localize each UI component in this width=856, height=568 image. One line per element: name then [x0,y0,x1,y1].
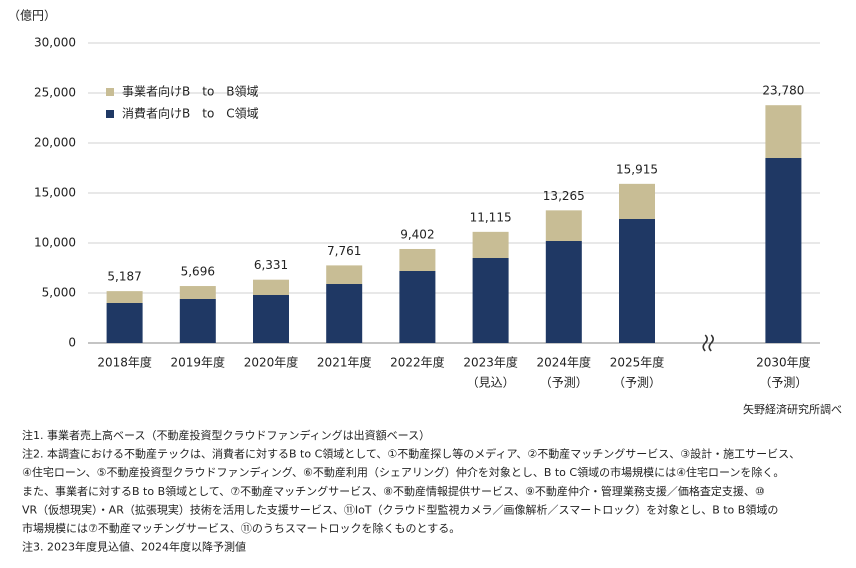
x-tick-note: （予測） [613,376,661,390]
bar-segment [106,303,143,343]
bar-segment [326,265,363,284]
note: また、事業者に対するB to B領域として、⑦不動産マッチングサービス、⑧不動産… [22,484,765,498]
y-tick-label: 20,000 [34,136,76,150]
total-label: 13,265 [543,189,585,203]
legend-swatch [106,110,114,118]
total-label: 9,402 [400,227,434,241]
note: ④住宅ローン、⑤不動産投資型クラウドファンディング、⑥不動産利用（シェアリング）… [22,465,784,479]
bar-segment [545,210,582,241]
note: VR（仮想現実）・AR（拡張現実）技術を活用した支援サービス、⑪IoT（クラウド… [22,502,778,516]
bar-segment [399,271,436,343]
bar-segment [399,248,436,271]
x-tick-label: 2018年度 [97,355,152,370]
y-tick-label: 30,000 [34,36,76,50]
y-unit: （億円） [8,9,56,23]
total-label: 5,187 [107,270,141,284]
x-tick-label: 2022年度 [390,355,445,370]
bar-segment [472,258,509,343]
total-label: 23,780 [762,84,804,98]
y-tick-label: 0 [68,336,76,350]
total-label: 15,915 [616,162,658,176]
bar-segment [326,284,363,343]
x-tick-label: 2019年度 [171,355,226,370]
bar-segment [253,279,289,295]
legend-label: 消費者向けB to C領域 [122,106,259,121]
total-label: 6,331 [254,258,288,272]
y-tick-label: 10,000 [34,236,76,250]
bar-segment [619,219,655,343]
note: 注1. 事業者売上高ベース（不動産投資型クラウドファンディングは出資額ベース） [22,428,430,442]
legend-swatch [106,88,114,96]
x-tick-label: 2023年度 [463,355,518,370]
bar-segment [106,291,143,303]
bar-segment [253,295,289,343]
axis-break [702,334,714,352]
x-tick-note: （見込） [467,376,515,390]
x-tick-label: 2020年度 [244,355,299,370]
x-tick-label: 2024年度 [537,355,592,370]
bar-segment [765,105,802,158]
y-tick-label: 25,000 [34,86,76,100]
bar-segment [179,299,216,343]
bar-segment [179,286,216,299]
bar-segment [472,231,509,258]
bar-segment [545,241,582,343]
total-label: 5,696 [181,265,215,279]
source: 矢野経済研究所調べ [743,402,842,416]
note: 注3. 2023年度見込値、2024年度以降予測値 [22,540,246,554]
bar-segment [619,183,655,219]
total-label: 11,115 [470,210,512,224]
note: 市場規模には⑦不動産マッチングサービス、⑪のうちスマートロックを除くものとする。 [22,521,460,535]
x-tick-label: 2030年度 [756,355,811,370]
y-tick-label: 15,000 [34,186,76,200]
x-tick-label: 2025年度 [610,355,665,370]
y-tick-label: 5,000 [42,286,76,300]
note: 注2. 本調査における不動産テックは、消費者に対するB to C領域として、①不… [22,447,800,461]
bar-segment [765,158,802,343]
legend-label: 事業者向けB to B領域 [122,84,259,99]
total-label: 7,761 [327,244,361,258]
x-tick-note: （予測） [759,376,807,390]
x-tick-note: （予測） [540,376,588,390]
x-tick-label: 2021年度 [317,355,372,370]
